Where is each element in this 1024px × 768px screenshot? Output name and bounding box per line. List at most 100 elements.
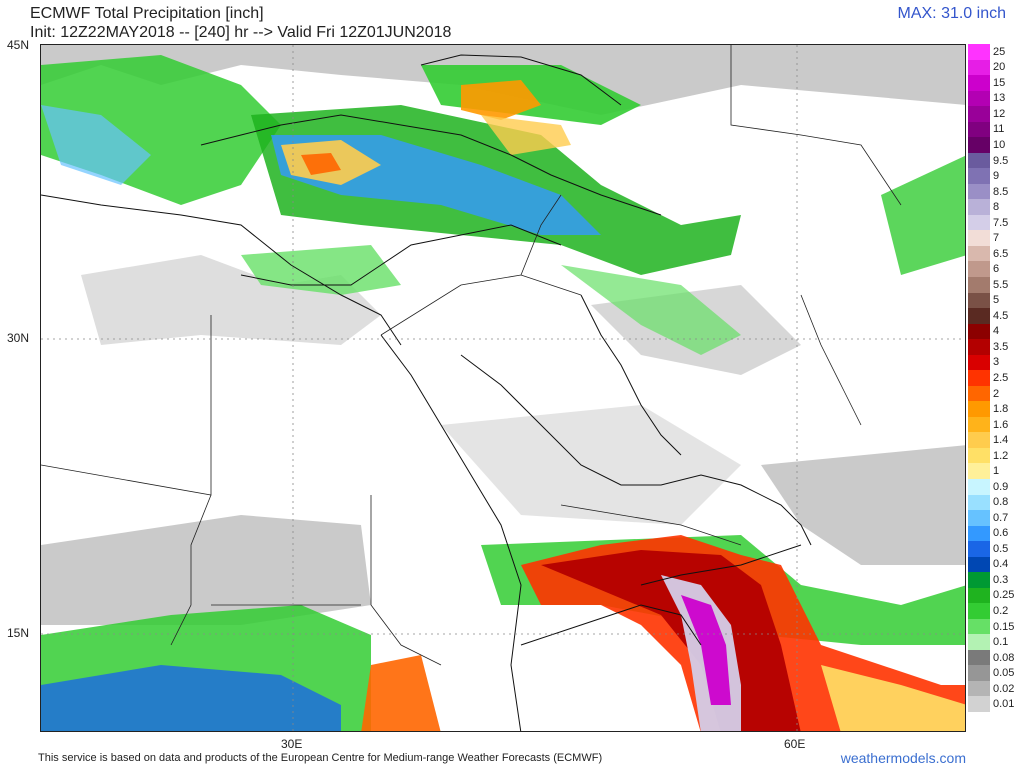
legend-swatch xyxy=(968,432,990,449)
legend-label: 0.01 xyxy=(993,698,1015,711)
legend-swatch xyxy=(968,416,990,433)
legend-swatch xyxy=(968,75,990,92)
legend-swatch xyxy=(968,696,990,713)
legend-swatch xyxy=(968,339,990,356)
legend-swatch xyxy=(968,649,990,666)
legend-swatch xyxy=(968,354,990,371)
legend-swatch xyxy=(968,634,990,651)
legend-label: 0.6 xyxy=(993,527,1009,540)
legend-label: 9 xyxy=(993,170,1000,183)
legend-swatch xyxy=(968,556,990,573)
map-title: ECMWF Total Precipitation [inch] xyxy=(30,5,264,22)
legend-label: 1.4 xyxy=(993,434,1009,447)
precipitation-map xyxy=(40,44,966,732)
legend-label: 0.08 xyxy=(993,651,1015,664)
legend-label: 0.05 xyxy=(993,667,1015,680)
legend-label: 7 xyxy=(993,232,1000,245)
legend-label: 0.7 xyxy=(993,511,1009,524)
legend-label: 0.25 xyxy=(993,589,1015,602)
legend-swatch xyxy=(968,199,990,216)
legend-label: 2 xyxy=(993,387,1000,400)
legend-label: 3.5 xyxy=(993,340,1009,353)
legend-label: 0.1 xyxy=(993,636,1009,649)
legend-label: 0.2 xyxy=(993,605,1009,618)
legend-label: 11 xyxy=(993,123,1005,136)
legend-label: 1.6 xyxy=(993,418,1009,431)
legend-swatch xyxy=(968,525,990,542)
legend-swatch xyxy=(968,385,990,402)
legend-label: 0.15 xyxy=(993,620,1015,633)
legend-swatch xyxy=(968,618,990,635)
legend-label: 2.5 xyxy=(993,372,1009,384)
legend-label: 13 xyxy=(993,92,1006,105)
legend-swatch xyxy=(968,572,990,589)
attribution-text: This service is based on data and produc… xyxy=(38,752,603,764)
legend-swatch xyxy=(968,183,990,200)
legend-swatch xyxy=(968,603,990,620)
legend-label: 20 xyxy=(993,61,1006,74)
legend-swatch xyxy=(968,494,990,511)
legend-label: 6.5 xyxy=(993,247,1009,260)
legend-label: 10 xyxy=(993,138,1006,151)
legend-label: 5.5 xyxy=(993,278,1009,291)
legend-label: 0.9 xyxy=(993,480,1009,493)
lat-label-15n: 15N xyxy=(7,626,30,640)
legend-label: 8 xyxy=(993,201,1000,214)
map-subtitle: Init: 12Z22MAY2018 -- [240] hr --> Valid… xyxy=(30,24,452,41)
legend-swatch xyxy=(968,292,990,309)
legend-label: 12 xyxy=(993,107,1006,120)
legend-swatch xyxy=(968,245,990,262)
legend-swatch xyxy=(968,214,990,231)
legend-swatch xyxy=(968,478,990,495)
coastlines xyxy=(41,54,812,731)
lon-label-30e: 30E xyxy=(281,737,303,751)
legend-label: 5 xyxy=(993,294,1000,307)
legend-swatch xyxy=(968,168,990,185)
legend-swatch xyxy=(968,137,990,154)
legend-swatch xyxy=(968,510,990,527)
legend-label: 9.5 xyxy=(993,154,1009,167)
legend-swatch xyxy=(968,665,990,682)
brand-link[interactable]: weathermodels.com xyxy=(840,750,966,766)
legend-swatch xyxy=(968,106,990,123)
legend-label: 3 xyxy=(993,356,1000,369)
legend-swatch xyxy=(968,59,990,76)
legend-swatch xyxy=(968,152,990,169)
legend-swatch xyxy=(968,44,990,61)
precipitation-legend: 25 20 15 13 12 11 10 9.5 9 8.5 8 7.5 7 6.5 6 5.5 5 4.5 4 3.… xyxy=(968,44,1014,713)
legend-label: 0.02 xyxy=(993,682,1015,695)
max-value: MAX: 31.0 inch xyxy=(897,5,1007,22)
lat-label-30n: 30N xyxy=(7,331,30,345)
legend-swatch xyxy=(968,370,990,387)
legend-label: 0.3 xyxy=(993,573,1009,586)
lon-label-60e: 60E xyxy=(784,737,806,751)
legend-swatch xyxy=(968,261,990,278)
title-block: ECMWF Total Precipitation [inch] Init: 1… xyxy=(30,4,451,42)
precipitation-field xyxy=(41,45,965,731)
lat-label-45n: 45N xyxy=(7,38,30,52)
legend-label: 1 xyxy=(993,465,1000,478)
legend-label: 0.4 xyxy=(993,558,1009,571)
legend-swatch xyxy=(968,680,990,697)
map-canvas xyxy=(41,45,965,731)
legend-swatch xyxy=(968,447,990,464)
borders xyxy=(41,45,902,666)
legend-label: 8.5 xyxy=(993,185,1009,198)
legend-swatch xyxy=(968,90,990,107)
legend-label: 15 xyxy=(993,76,1006,89)
legend-swatch xyxy=(968,541,990,558)
legend-label: 4.5 xyxy=(993,309,1009,322)
legend-label: 7.5 xyxy=(993,216,1009,229)
legend-swatch xyxy=(968,401,990,418)
legend-label: 6 xyxy=(993,263,1000,276)
legend-label: 0.5 xyxy=(993,542,1009,555)
legend-label: 1.8 xyxy=(993,403,1009,416)
legend-label: 1.2 xyxy=(993,449,1009,462)
legend-label: 25 xyxy=(993,45,1006,58)
legend-swatch xyxy=(968,587,990,604)
legend-label: 4 xyxy=(993,325,1000,338)
legend-swatch xyxy=(968,463,990,480)
legend-swatch xyxy=(968,277,990,294)
legend-swatch xyxy=(968,121,990,138)
legend-swatch xyxy=(968,323,990,340)
